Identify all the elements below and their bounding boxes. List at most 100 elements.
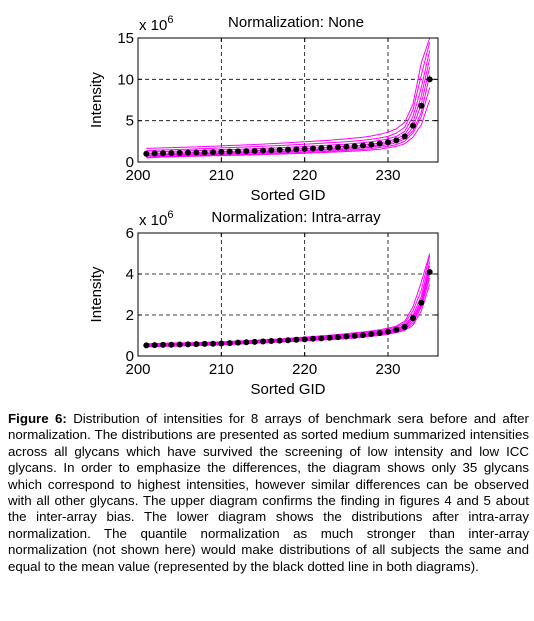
series-line-2 [146, 87, 431, 158]
mean-point [351, 332, 358, 339]
mean-point [168, 341, 175, 348]
mean-point [143, 150, 150, 157]
mean-point [293, 336, 300, 343]
mean-point [201, 149, 208, 156]
mean-point [160, 150, 166, 157]
mean-point [176, 341, 183, 348]
mean-point [293, 146, 300, 153]
mean-point [251, 338, 258, 345]
mean-point [160, 341, 166, 348]
figure-caption: Figure 6: Distribution of intensities fo… [8, 411, 529, 575]
mean-point [151, 150, 158, 157]
mean-point [243, 339, 250, 346]
x-tick-label: 220 [292, 361, 317, 378]
mean-point [210, 340, 216, 347]
mean-point [285, 146, 291, 153]
mean-point [151, 342, 158, 349]
mean-point [310, 145, 316, 152]
mean-point [276, 146, 283, 153]
caption-label: Figure 6: [8, 411, 67, 426]
mean-point [226, 340, 233, 347]
mean-point [235, 148, 241, 155]
mean-point [368, 331, 375, 338]
mean-point [401, 133, 408, 140]
mean-point [276, 337, 283, 344]
mean-point [410, 315, 416, 322]
mean-point [260, 147, 266, 154]
y-tick-label: 15 [117, 30, 134, 47]
mean-point [310, 335, 316, 342]
plot-frame [137, 37, 439, 163]
mean-point [218, 148, 225, 155]
mean-point [343, 333, 350, 340]
series-line-2 [146, 277, 431, 347]
mean-point [418, 102, 425, 109]
x-tick-label: 210 [209, 167, 234, 184]
series-line-7 [146, 41, 431, 151]
mean-point [285, 337, 291, 344]
mean-point [393, 326, 400, 333]
x-axis-label: Sorted GID [250, 381, 325, 398]
mean-point [243, 148, 250, 155]
y-exponent: 6 [167, 209, 173, 221]
y-multiplier: x 10 [139, 212, 167, 229]
x-tick-label: 220 [292, 167, 317, 184]
mean-point [318, 145, 325, 152]
x-axis-label: Sorted GID [250, 187, 325, 204]
caption-text: Distribution of intensities for 8 arrays… [8, 411, 529, 574]
y-multiplier-label: x 106 [139, 14, 173, 34]
mean-point [368, 141, 375, 148]
mean-point [335, 144, 341, 151]
mean-point [268, 338, 275, 345]
y-multiplier-label: x 106 [139, 209, 173, 229]
y-multiplier: x 10 [139, 17, 167, 34]
mean-point [301, 145, 308, 152]
mean-point [326, 144, 333, 151]
plot-frame [137, 232, 439, 357]
chart-title: Normalization: Intra-array [211, 209, 381, 226]
mean-point [268, 147, 275, 154]
mean-point [226, 148, 233, 155]
mean-point [426, 268, 433, 275]
mean-point [410, 122, 416, 129]
mean-point [360, 142, 366, 149]
mean-point [385, 139, 391, 146]
y-tick-label: 4 [126, 266, 134, 283]
y-axis-label: Intensity [88, 72, 105, 128]
mean-point [235, 339, 241, 346]
mean-point [360, 332, 366, 339]
x-tick-label: 230 [375, 361, 400, 378]
y-tick-label: 10 [117, 71, 134, 88]
mean-point [168, 150, 175, 157]
mean-point [326, 334, 333, 341]
y-tick-label: 0 [126, 348, 134, 365]
mean-point [143, 342, 150, 349]
mean-point [185, 341, 191, 348]
y-axis-label: Intensity [88, 266, 105, 322]
mean-point [351, 143, 358, 150]
y-tick-label: 2 [126, 307, 134, 324]
mean-point [318, 335, 325, 342]
series-line-8 [146, 37, 431, 149]
mean-point [335, 334, 341, 341]
series-line-3 [146, 273, 431, 347]
mean-point [343, 143, 350, 150]
mean-point [385, 328, 391, 335]
y-exponent: 6 [167, 14, 173, 26]
x-tick-label: 210 [209, 361, 234, 378]
series-line-1 [146, 99, 431, 159]
y-tick-label: 5 [126, 113, 134, 130]
mean-point [193, 341, 200, 348]
mean-point [260, 338, 266, 345]
mean-point [393, 137, 400, 144]
mean-point [301, 336, 308, 343]
mean-point [418, 299, 425, 306]
mean-point [201, 340, 208, 347]
mean-point [193, 149, 200, 156]
mean-point [176, 149, 183, 156]
mean-point [426, 76, 433, 83]
mean-point [376, 330, 383, 337]
mean-point [185, 149, 191, 156]
x-tick-label: 200 [125, 167, 150, 184]
